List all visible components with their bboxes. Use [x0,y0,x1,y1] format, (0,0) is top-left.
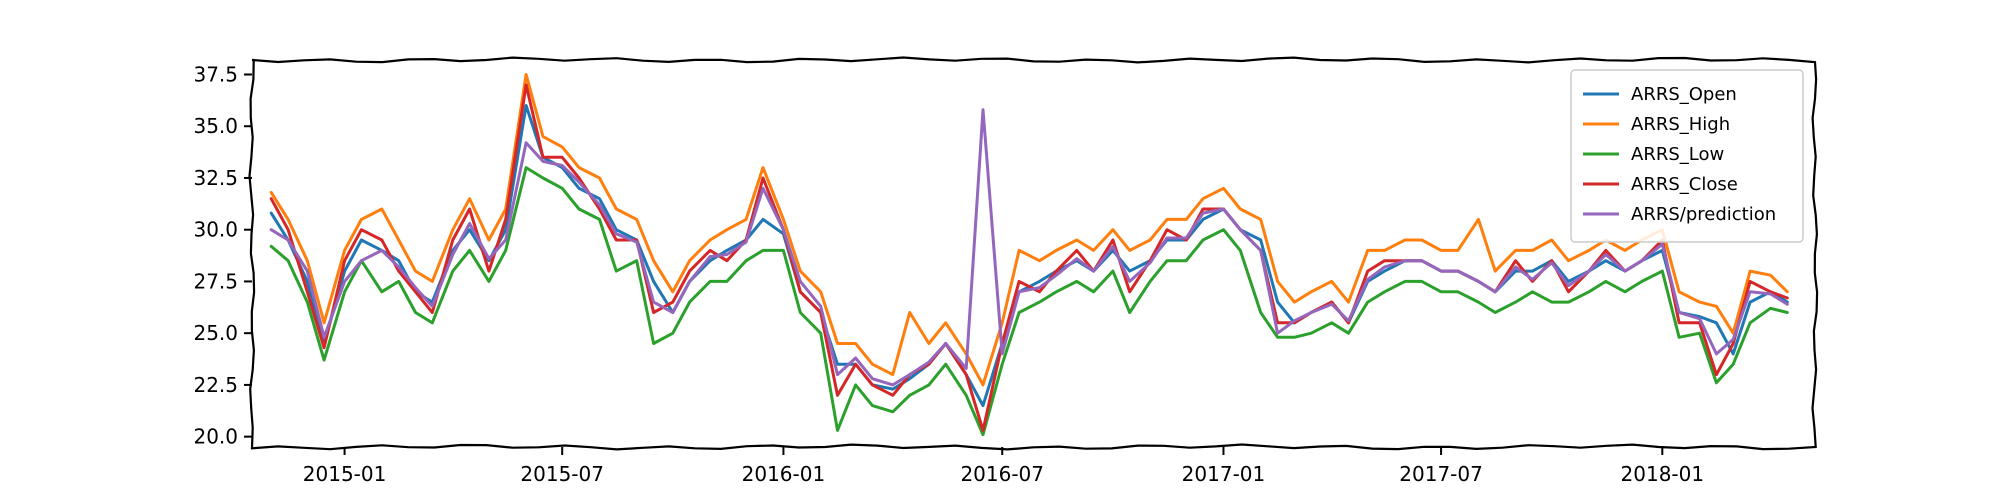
x-tick-label: 2015-07 [520,462,604,486]
series-line-arrs-low [269,166,1789,437]
y-tick-label: 32.5 [193,166,238,190]
x-tick-label: 2016-07 [960,462,1044,486]
y-tick-label: 30.0 [193,218,238,242]
x-tick-label: 2017-01 [1182,462,1266,486]
x-tick-label: 2016-01 [742,462,826,486]
legend-label-arrs-open: ARRS_Open [1631,84,1737,105]
y-tick-label: 25.0 [193,321,238,345]
legend-box [1570,69,1804,243]
x-tick-label: 2017-07 [1399,462,1483,486]
legend: ARRS_Open ARRS_High ARRS_Low ARRS_Close ARRS… [1570,69,1804,243]
series-line-arrs-high [269,73,1789,387]
legend-label-arrs-low: ARRS_Low [1631,144,1724,165]
legend-label-arrs-prediction: ARRS/prediction [1631,204,1776,225]
plot-frame [248,56,1819,451]
series-line-arrs-prediction [269,108,1789,387]
series-line-arrs-close [269,83,1789,432]
x-tick-label: 2018-01 [1621,462,1705,486]
legend-label-arrs-close: ARRS_Close [1631,174,1738,195]
y-tick-label: 22.5 [193,373,238,397]
y-tick-label: 27.5 [193,269,238,293]
y-tick-label: 35.0 [193,114,238,138]
legend-label-arrs-high: ARRS_High [1631,114,1730,135]
series-layer [269,73,1789,437]
y-tick-label: 37.5 [193,62,238,86]
y-axis: 20.0 22.5 25.0 27.5 30.0 32.5 35.0 37.5 [193,62,252,449]
x-axis: 2015-01 2015-07 2016-01 2016-07 2017-01 2017-… [303,447,1704,486]
y-tick-label: 20.0 [193,425,238,449]
x-tick-label: 2015-01 [303,462,387,486]
